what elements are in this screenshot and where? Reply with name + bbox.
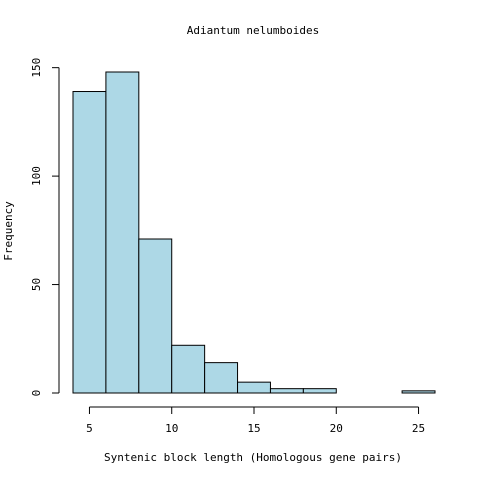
histogram-bar-2 bbox=[138, 238, 173, 394]
histogram-bar-6 bbox=[269, 388, 304, 394]
histogram-bar-0 bbox=[72, 91, 107, 394]
y-tick-label-150: 150 bbox=[30, 58, 43, 78]
histogram-bar-10 bbox=[401, 390, 436, 394]
y-tick-label-100: 100 bbox=[30, 166, 43, 186]
x-tick-label-15: 15 bbox=[247, 422, 260, 435]
x-tick-label-20: 20 bbox=[330, 422, 343, 435]
histogram-bar-3 bbox=[171, 344, 206, 394]
histogram-bar-7 bbox=[302, 388, 337, 394]
y-tick-label-50: 50 bbox=[30, 278, 43, 291]
chart-title: Adiantum nelumboides bbox=[187, 24, 319, 37]
y-tick-label-0: 0 bbox=[30, 390, 43, 397]
x-axis-label: Syntenic block length (Homologous gene p… bbox=[104, 451, 402, 464]
histogram-bar-5 bbox=[237, 381, 271, 394]
histogram-bar-4 bbox=[204, 362, 239, 394]
x-axis: 5 10 15 20 25 bbox=[86, 406, 425, 435]
bars-group bbox=[72, 71, 436, 394]
y-axis: 0 50 100 150 bbox=[30, 58, 60, 397]
x-tick-label-10: 10 bbox=[165, 422, 178, 435]
x-tick-label-25: 25 bbox=[412, 422, 425, 435]
y-axis-label: Frequency bbox=[2, 201, 15, 261]
x-tick-label-5: 5 bbox=[86, 422, 93, 435]
histogram-bar-1 bbox=[105, 71, 140, 394]
